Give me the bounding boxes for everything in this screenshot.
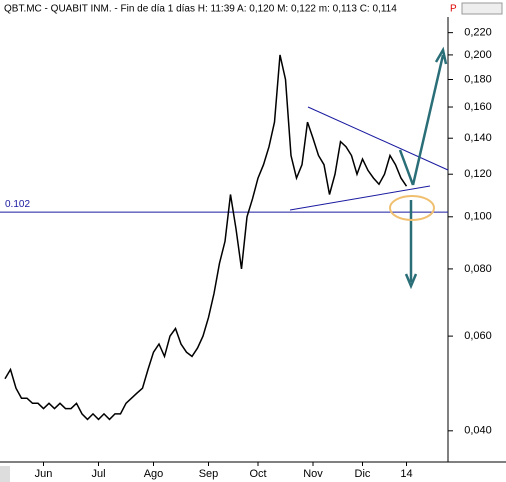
y-tick-label: 0,220 [464,27,492,39]
plot-area: 0,040 0,060 0,080 0,100 0,120 0,140 0,160 0,180… [0,27,492,480]
header-bar [0,0,506,17]
y-tick-label: 0,200 [464,49,492,61]
header-icon[interactable]: P [450,4,457,15]
x-tick-label: Sep [199,468,219,480]
x-tick-label: Nov [303,468,323,480]
y-tick-label: 0,060 [464,330,492,342]
x-tick-label: Jun [35,468,53,480]
scroll-button[interactable] [0,466,10,482]
x-tick-label: Ago [144,468,164,480]
y-tick-label: 0,100 [464,211,492,223]
arrows [398,46,448,290]
header-buttons[interactable] [461,2,503,15]
highlight-ellipse [389,195,435,221]
x-tick-label: 14 [400,468,412,480]
y-tick-label: 0,080 [464,263,492,275]
y-tick-label: 0,120 [464,168,492,180]
x-tick-label: Jul [91,468,105,480]
y-tick-label: 0,040 [464,425,492,437]
reference-label: 0.102 [5,199,30,210]
x-tick-label: Dic [355,468,371,480]
trend-line [307,106,449,171]
price-line [4,54,408,421]
y-tick-label: 0,140 [464,132,492,144]
trend-line [289,185,431,211]
chart-title: QBT.MC - QUABIT INM. - Fin de día 1 días… [4,4,397,15]
y-tick-label: 0,180 [464,73,492,85]
x-tick-label: Oct [249,468,266,480]
y-tick-label: 0,160 [464,101,492,113]
